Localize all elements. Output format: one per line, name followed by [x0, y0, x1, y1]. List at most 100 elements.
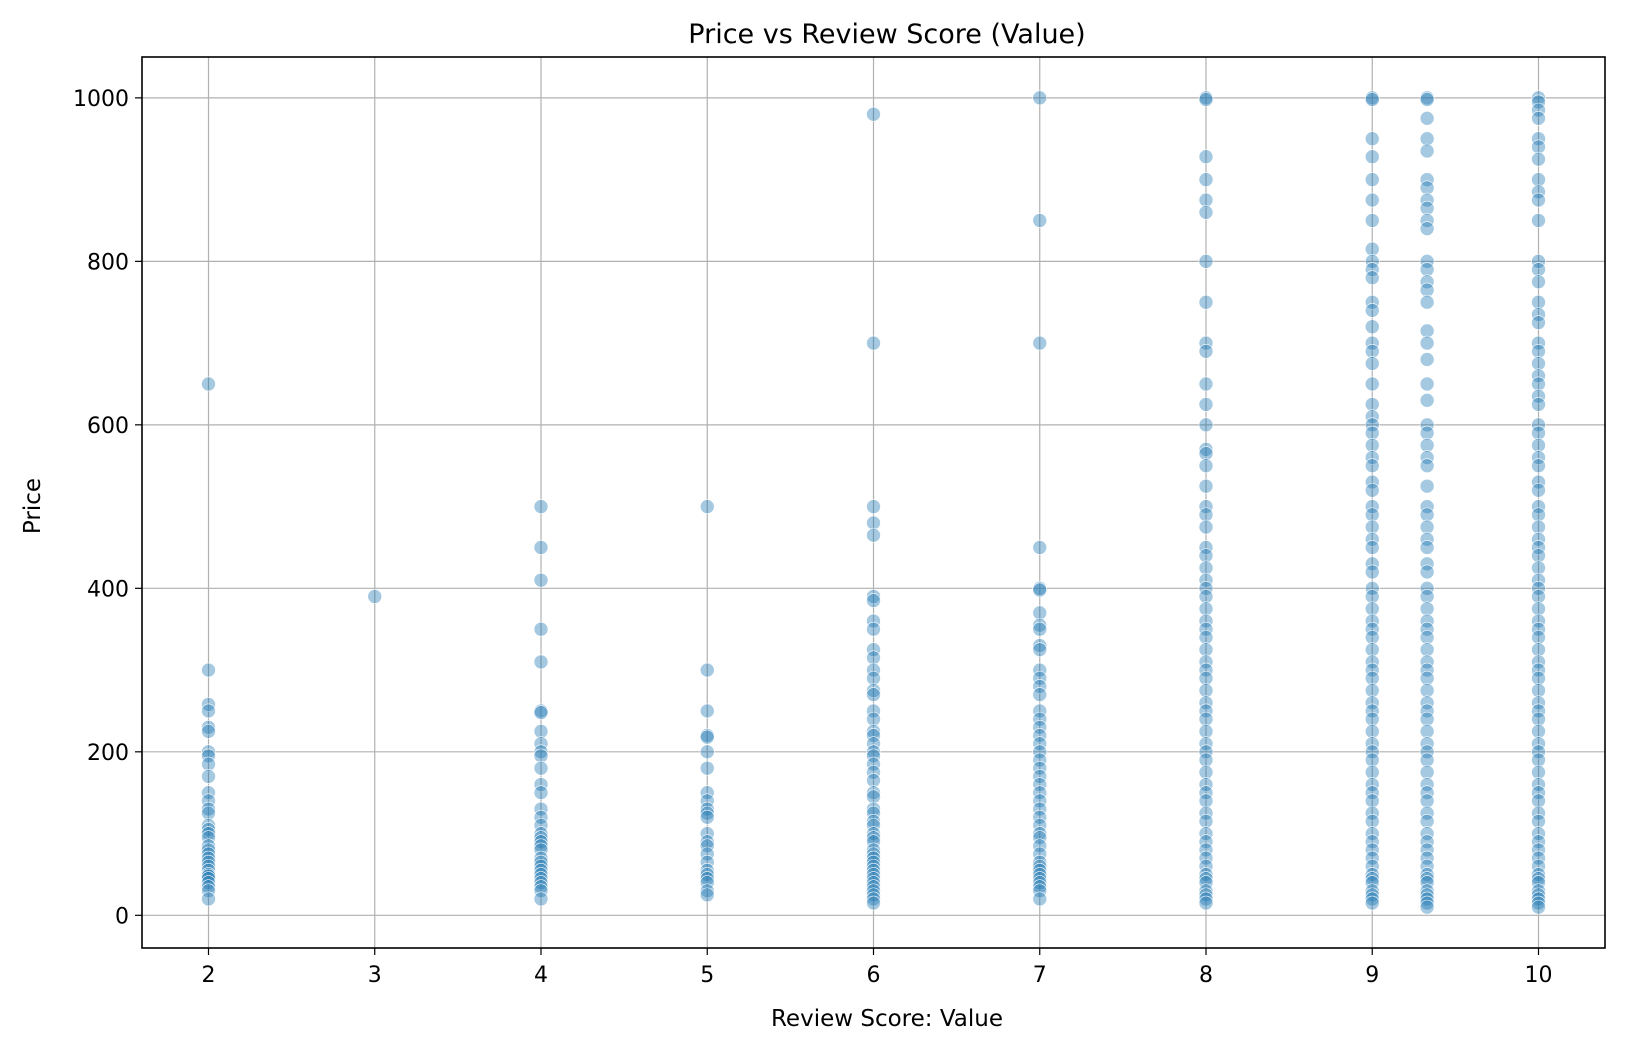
- data-point: [1198, 478, 1214, 494]
- data-point: [1531, 294, 1546, 310]
- data-point: [201, 838, 216, 854]
- x-axis-label: Review Score: Value: [771, 1006, 1003, 1032]
- data-point: [1364, 752, 1380, 768]
- data-point: [1032, 838, 1048, 854]
- data-point: [866, 879, 881, 894]
- data-point: [1419, 581, 1435, 596]
- data-point: [533, 572, 549, 588]
- data-point: [866, 642, 881, 657]
- data-point: [201, 703, 216, 719]
- data-point: [1364, 883, 1380, 899]
- data-point: [866, 813, 881, 829]
- data-point: [1531, 437, 1546, 453]
- data-point: [1531, 417, 1546, 433]
- x-tick-label: 10: [1525, 963, 1553, 988]
- data-point: [1198, 589, 1214, 604]
- chart-title: Price vs Review Score (Value): [688, 19, 1085, 50]
- data-point: [1531, 151, 1546, 167]
- data-point: [866, 589, 881, 604]
- data-point: [1198, 695, 1214, 711]
- data-point: [1364, 531, 1380, 547]
- data-point: [1364, 458, 1380, 474]
- data-point: [1531, 630, 1546, 645]
- data-point: [1198, 826, 1214, 841]
- data-point: [201, 756, 216, 772]
- data-point: [533, 724, 549, 739]
- data-point: [533, 621, 549, 637]
- data-point: [1364, 850, 1380, 866]
- data-point: [1419, 143, 1435, 159]
- data-point: [1364, 887, 1380, 903]
- grid-lines: [142, 57, 1605, 948]
- data-point: [533, 858, 549, 874]
- data-point: [201, 871, 216, 886]
- data-point: [1419, 425, 1435, 441]
- data-point: [1198, 601, 1214, 617]
- data-point: [533, 705, 549, 720]
- data-point: [1032, 711, 1048, 727]
- data-point: [1198, 752, 1214, 768]
- data-point: [1419, 899, 1435, 915]
- data-point: [699, 729, 715, 745]
- data-point: [1032, 785, 1048, 800]
- data-point: [1032, 871, 1048, 886]
- data-point: [1198, 654, 1214, 670]
- data-point: [1531, 507, 1546, 523]
- data-point: [1032, 642, 1048, 657]
- data-point: [533, 879, 549, 894]
- data-point: [1198, 785, 1214, 800]
- data-point: [1419, 376, 1435, 392]
- data-point: [1531, 601, 1546, 617]
- data-point: [1364, 376, 1380, 392]
- data-point: [1364, 744, 1380, 760]
- data-point: [699, 744, 715, 760]
- data-point: [1531, 842, 1546, 858]
- data-point: [1364, 589, 1380, 604]
- data-point: [1032, 769, 1048, 784]
- data-point: [1419, 875, 1435, 890]
- data-point: [1531, 254, 1546, 269]
- data-point: [866, 670, 881, 686]
- data-point: [1531, 572, 1546, 588]
- data-point: [1531, 613, 1546, 629]
- data-point: [1364, 703, 1380, 719]
- data-point: [699, 826, 715, 841]
- data-point: [699, 499, 715, 514]
- data-point: [1419, 703, 1435, 719]
- data-point: [1032, 777, 1048, 792]
- data-point: [1531, 736, 1546, 751]
- data-point: [866, 711, 881, 727]
- data-point: [1364, 556, 1380, 572]
- data-point: [866, 801, 881, 817]
- data-point: [1198, 642, 1214, 657]
- data-point: [1364, 319, 1380, 335]
- data-point: [1419, 531, 1435, 547]
- data-point: [699, 805, 715, 821]
- data-point: [1032, 728, 1048, 743]
- y-tick-label: 1000: [73, 87, 129, 112]
- data-point: [699, 809, 715, 825]
- data-point: [1198, 446, 1214, 461]
- data-point: [1198, 850, 1214, 866]
- data-point: [1419, 323, 1435, 339]
- data-point: [866, 887, 881, 903]
- y-tick-label: 200: [87, 741, 129, 766]
- data-point: [866, 818, 881, 833]
- data-point: [1364, 425, 1380, 441]
- data-point: [1364, 630, 1380, 645]
- data-point: [1032, 621, 1048, 637]
- data-point: [1531, 262, 1546, 277]
- data-point: [1531, 482, 1546, 498]
- data-point: [201, 769, 216, 784]
- data-point: [1419, 777, 1435, 792]
- data-point: [1531, 519, 1546, 535]
- data-point: [1364, 871, 1380, 886]
- data-point: [1032, 818, 1048, 833]
- data-point: [699, 801, 715, 817]
- data-point: [1531, 131, 1546, 147]
- data-point: [1198, 192, 1214, 208]
- data-point: [533, 850, 549, 866]
- y-tick-label: 400: [87, 577, 129, 602]
- data-point: [201, 376, 216, 392]
- data-point: [1032, 670, 1048, 686]
